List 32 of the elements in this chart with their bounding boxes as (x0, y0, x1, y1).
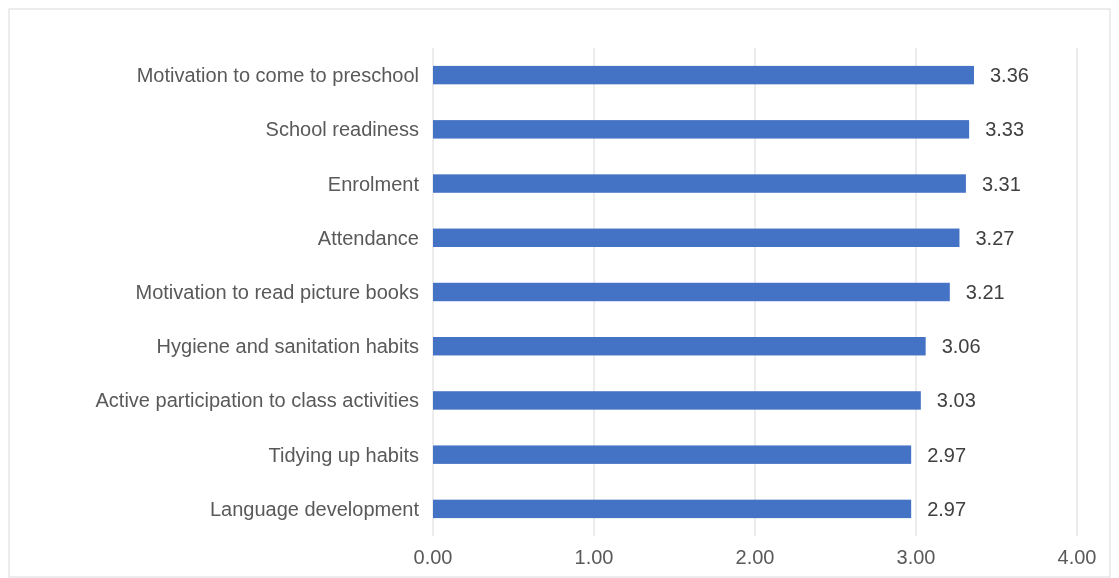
y-tick-label: Enrolment (327, 172, 420, 195)
data-label: 2.97 (927, 443, 967, 466)
bar (433, 174, 966, 193)
y-tick-label: Tidying up habits (268, 443, 419, 466)
data-label: 3.03 (936, 389, 976, 412)
data-label: 3.33 (985, 118, 1025, 141)
x-tick-label: 1.00 (574, 546, 614, 568)
bar (433, 65, 974, 85)
bar (433, 499, 912, 519)
y-tick-label: Language development (209, 497, 420, 520)
y-tick-label: Hygiene and sanitation habits (156, 335, 419, 358)
data-label: 3.31 (981, 172, 1021, 195)
y-tick-label: Motivation to read picture books (135, 281, 419, 303)
bar (433, 120, 970, 139)
y-tick-label: Attendance (317, 226, 419, 249)
data-label: 3.06 (941, 335, 981, 358)
x-tick-label: 3.00 (896, 546, 936, 568)
bar (433, 282, 950, 302)
data-label: 3.21 (965, 281, 1005, 303)
data-label: 2.97 (927, 497, 967, 520)
y-tick-label: School readiness (265, 118, 419, 141)
x-tick-label: 2.00 (735, 546, 775, 568)
x-tick-label: 0.00 (413, 546, 453, 568)
data-label: 3.27 (975, 226, 1015, 249)
bar (433, 337, 926, 356)
bar (433, 228, 960, 247)
bar (433, 391, 921, 410)
y-tick-label: Active participation to class activities (95, 389, 419, 412)
y-tick-label: Motivation to come to preschool (136, 64, 419, 87)
data-label: 3.36 (989, 64, 1029, 87)
bar (433, 445, 912, 464)
x-tick-label: 4.00 (1057, 546, 1097, 568)
